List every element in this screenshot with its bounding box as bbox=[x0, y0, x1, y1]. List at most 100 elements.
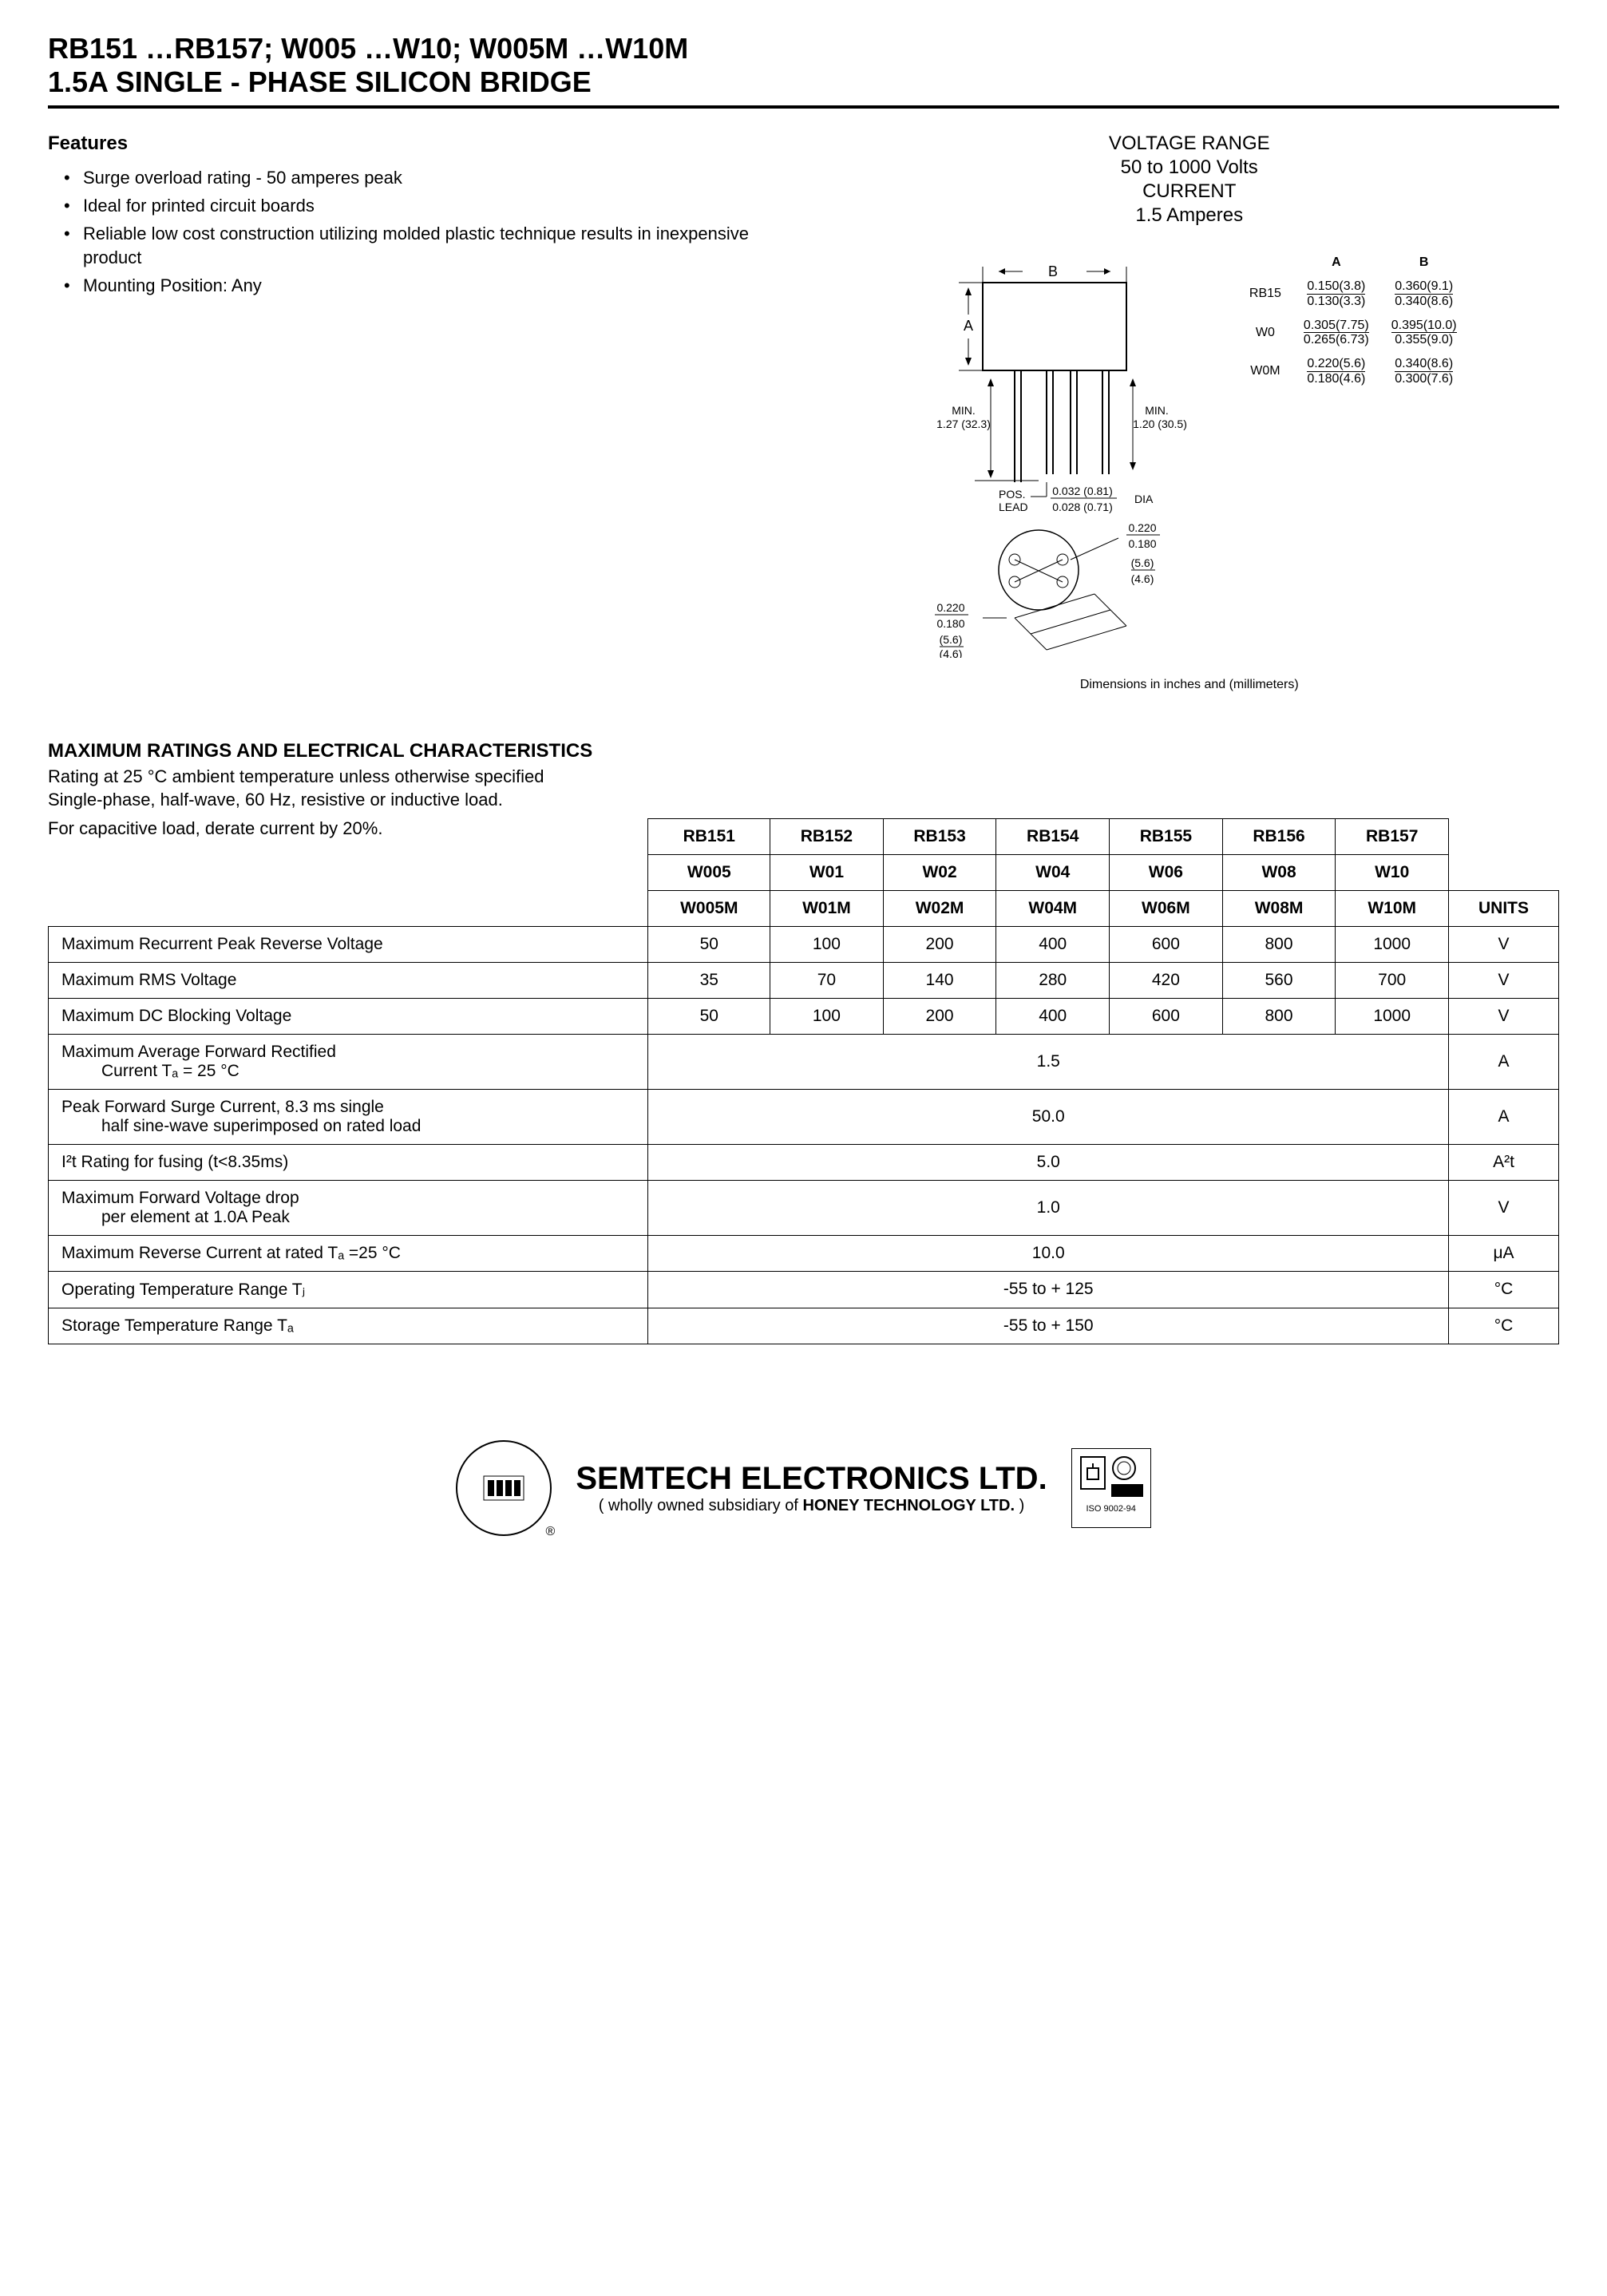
top-content: Features Surge overload rating - 50 ampe… bbox=[48, 133, 1559, 692]
dim-row-label: RB15 bbox=[1238, 275, 1292, 314]
logo-icon bbox=[476, 1460, 532, 1516]
param-cell: I²t Rating for fusing (t<8.35ms) bbox=[49, 1144, 648, 1180]
value-cell: 50.0 bbox=[648, 1089, 1449, 1144]
dim-row: W0 0.305(7.75)0.265(6.73) 0.395(10.0)0.3… bbox=[1238, 314, 1468, 353]
value-cell: 70 bbox=[770, 962, 884, 998]
dim-header-row: A B bbox=[1238, 251, 1468, 275]
value-cell: 560 bbox=[1222, 962, 1336, 998]
value-cell: 1.5 bbox=[648, 1034, 1449, 1089]
subsidiary-suffix: ) bbox=[1015, 1497, 1024, 1514]
unit-cell: V bbox=[1449, 1180, 1559, 1235]
company-logo: ® bbox=[456, 1440, 552, 1536]
value-cell: 200 bbox=[883, 926, 996, 962]
dim-val: 0.220(5.6) bbox=[1307, 357, 1365, 372]
value-cell: 50 bbox=[648, 998, 770, 1034]
col-header: W08 bbox=[1222, 854, 1336, 890]
value-cell: 280 bbox=[996, 962, 1110, 998]
iso-cert-box: ISO 9002-94 bbox=[1071, 1448, 1151, 1528]
title-part-numbers: RB151 …RB157; W005 …W10; W005M …W10M bbox=[48, 32, 1559, 65]
ratings-row: Maximum Reverse Current at rated Tₐ =25 … bbox=[49, 1235, 1559, 1271]
svg-text:0.180: 0.180 bbox=[1128, 537, 1156, 550]
col-header: W02M bbox=[883, 890, 996, 926]
features-section: Features Surge overload rating - 50 ampe… bbox=[48, 133, 788, 692]
svg-text:A: A bbox=[964, 318, 973, 334]
unit-cell: A²t bbox=[1449, 1144, 1559, 1180]
svg-text:0.028 (0.71): 0.028 (0.71) bbox=[1052, 501, 1113, 513]
voltage-range-label: VOLTAGE RANGE bbox=[820, 133, 1560, 155]
dim-val: 0.180(4.6) bbox=[1307, 372, 1365, 386]
current-label: CURRENT bbox=[820, 180, 1560, 203]
ratings-section: MAXIMUM RATINGS AND ELECTRICAL CHARACTER… bbox=[48, 740, 1559, 1344]
dim-val: 0.305(7.75) bbox=[1304, 319, 1369, 334]
subsidiary-text: ( wholly owned subsidiary of HONEY TECHN… bbox=[576, 1497, 1047, 1515]
company-name: SEMTECH ELECTRONICS LTD. bbox=[576, 1461, 1047, 1497]
ratings-sub1: Rating at 25 °C ambient temperature unle… bbox=[48, 766, 1559, 789]
dim-val: 0.340(8.6) bbox=[1395, 357, 1453, 372]
features-list: Surge overload rating - 50 amperes peak … bbox=[48, 166, 788, 299]
unit-cell: °C bbox=[1449, 1271, 1559, 1308]
dim-row-label: W0 bbox=[1238, 314, 1292, 353]
dim-val: 0.395(10.0) bbox=[1391, 319, 1457, 334]
col-header: W01 bbox=[770, 854, 884, 890]
subsidiary-name: HONEY TECHNOLOGY LTD. bbox=[802, 1497, 1015, 1514]
value-cell: 100 bbox=[770, 998, 884, 1034]
svg-text:0.220: 0.220 bbox=[936, 601, 964, 614]
value-cell: 600 bbox=[1110, 926, 1223, 962]
ratings-heading: MAXIMUM RATINGS AND ELECTRICAL CHARACTER… bbox=[48, 740, 1559, 762]
units-header: UNITS bbox=[1449, 890, 1559, 926]
value-cell: 800 bbox=[1222, 926, 1336, 962]
feature-item: Mounting Position: Any bbox=[64, 274, 788, 299]
features-heading: Features bbox=[48, 133, 788, 155]
param-cell: Maximum Average Forward RectifiedCurrent… bbox=[49, 1034, 648, 1089]
cert-icon bbox=[1076, 1452, 1146, 1500]
dimension-table: A B RB15 0.150(3.8)0.130(3.3) 0.360(9.1)… bbox=[1238, 251, 1468, 391]
svg-text:(5.6): (5.6) bbox=[939, 633, 962, 646]
unit-cell: °C bbox=[1449, 1308, 1559, 1344]
unit-cell: A bbox=[1449, 1034, 1559, 1089]
svg-text:DIA: DIA bbox=[1134, 493, 1154, 505]
ratings-row: Peak Forward Surge Current, 8.3 ms singl… bbox=[49, 1089, 1559, 1144]
diagram-wrapper: B A bbox=[820, 243, 1560, 662]
value-cell: 50 bbox=[648, 926, 770, 962]
dim-row: W0M 0.220(5.6)0.180(4.6) 0.340(8.6)0.300… bbox=[1238, 352, 1468, 391]
feature-item: Ideal for printed circuit boards bbox=[64, 194, 788, 219]
package-diagram: B A bbox=[911, 243, 1214, 662]
ratings-row: Maximum Average Forward RectifiedCurrent… bbox=[49, 1034, 1559, 1089]
col-header: W005M bbox=[648, 890, 770, 926]
unit-cell: V bbox=[1449, 926, 1559, 962]
svg-text:0.032 (0.81): 0.032 (0.81) bbox=[1052, 485, 1113, 497]
company-text: SEMTECH ELECTRONICS LTD. ( wholly owned … bbox=[576, 1461, 1047, 1515]
dim-val: 0.265(6.73) bbox=[1304, 333, 1369, 346]
svg-text:(4.6): (4.6) bbox=[939, 647, 962, 658]
ratings-table: RB151 RB152 RB153 RB154 RB155 RB156 RB15… bbox=[48, 818, 1559, 1344]
value-cell: 600 bbox=[1110, 998, 1223, 1034]
current-value: 1.5 Amperes bbox=[820, 204, 1560, 227]
registered-mark: ® bbox=[546, 1525, 556, 1539]
value-cell: -55 to + 150 bbox=[648, 1308, 1449, 1344]
feature-item: Surge overload rating - 50 amperes peak bbox=[64, 166, 788, 191]
value-cell: 200 bbox=[883, 998, 996, 1034]
svg-text:1.27 (32.3): 1.27 (32.3) bbox=[936, 418, 991, 430]
ratings-row: Maximum Forward Voltage dropper element … bbox=[49, 1180, 1559, 1235]
col-header: W10M bbox=[1336, 890, 1449, 926]
col-header: W02 bbox=[883, 854, 996, 890]
value-cell: 1000 bbox=[1336, 998, 1449, 1034]
value-cell: 140 bbox=[883, 962, 996, 998]
title-description: 1.5A SINGLE - PHASE SILICON BRIDGE bbox=[48, 65, 1559, 99]
param-cell: Maximum Reverse Current at rated Tₐ =25 … bbox=[49, 1235, 648, 1271]
value-cell: 1000 bbox=[1336, 926, 1449, 962]
ratings-row: Storage Temperature Range Tₐ-55 to + 150… bbox=[49, 1308, 1559, 1344]
svg-text:B: B bbox=[1048, 263, 1058, 279]
dim-val: 0.340(8.6) bbox=[1395, 295, 1453, 308]
svg-text:0.180: 0.180 bbox=[936, 617, 964, 630]
value-cell: -55 to + 125 bbox=[648, 1271, 1449, 1308]
iso-label: ISO 9002-94 bbox=[1075, 1504, 1147, 1514]
dim-val: 0.300(7.6) bbox=[1395, 372, 1453, 386]
param-cell: Maximum DC Blocking Voltage bbox=[49, 998, 648, 1034]
ratings-sub2: Single-phase, half-wave, 60 Hz, resistiv… bbox=[48, 789, 1559, 812]
ratings-row: Maximum Recurrent Peak Reverse Voltage50… bbox=[49, 926, 1559, 962]
unit-cell: V bbox=[1449, 998, 1559, 1034]
package-svg: B A bbox=[911, 243, 1214, 658]
svg-text:LEAD: LEAD bbox=[999, 501, 1028, 513]
dimension-table-wrap: A B RB15 0.150(3.8)0.130(3.3) 0.360(9.1)… bbox=[1238, 251, 1468, 662]
